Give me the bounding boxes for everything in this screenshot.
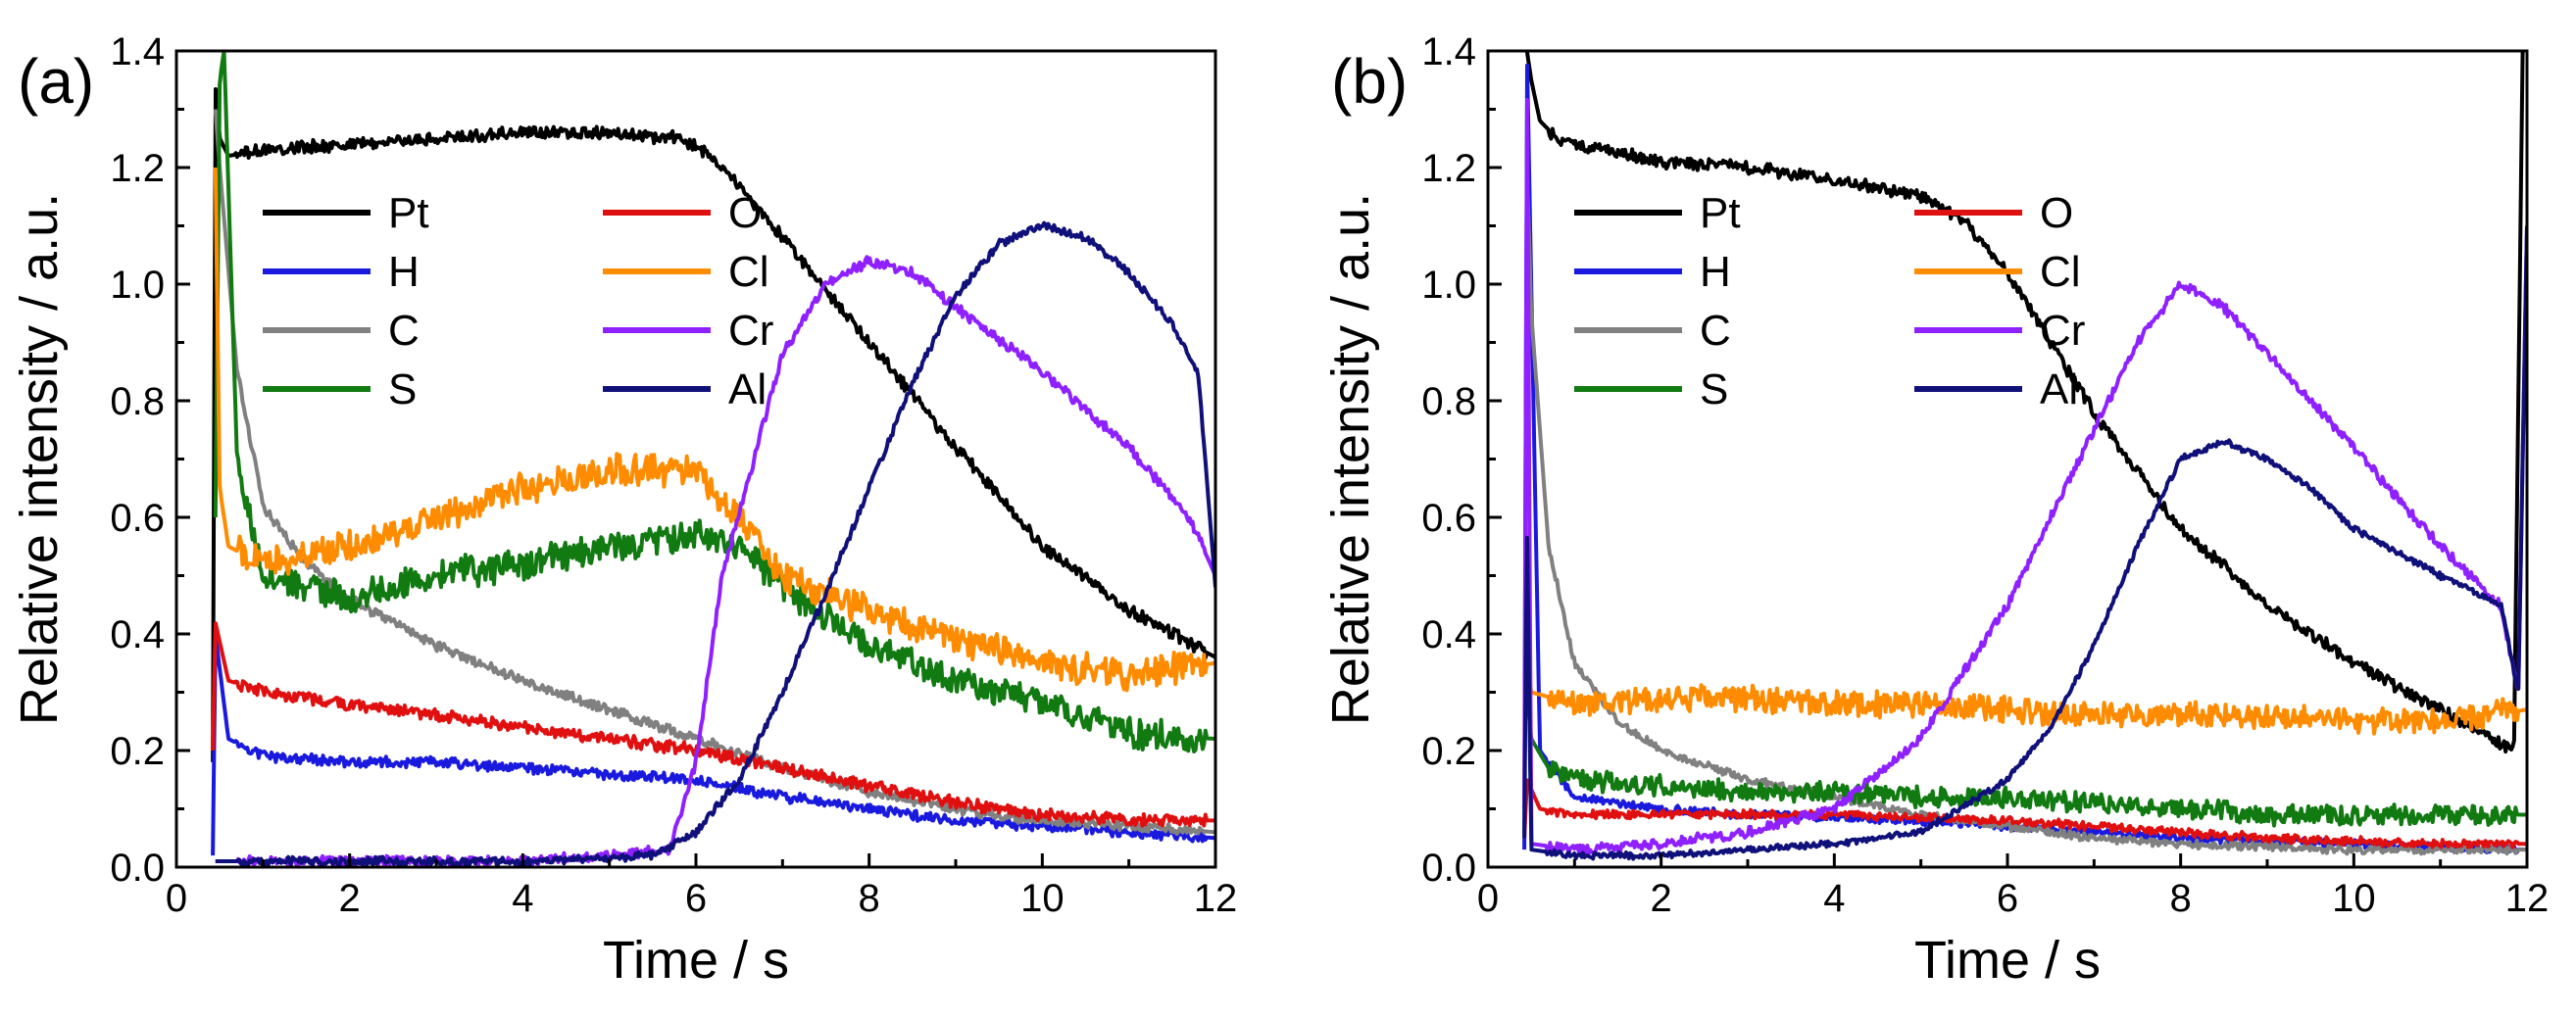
- legend-item-Al: Al: [1914, 365, 2078, 413]
- y-tick-label: 0.8: [1421, 380, 1476, 423]
- x-axis-title: Time / s: [603, 931, 789, 990]
- legend-label: H: [388, 248, 420, 296]
- legend-item-Pt: Pt: [263, 189, 429, 237]
- legend-label: H: [1700, 248, 1731, 296]
- y-axis-title: Relative intensity / a.u.: [10, 193, 69, 725]
- chart-panel-1: 0 2 4 6 8 10 12 0.0 0.2 0.4 0.6 0.8 1.0 1.2 1.4 Time / …: [1321, 30, 2549, 990]
- legend-item-Cl: Cl: [1914, 248, 2081, 296]
- series-group: [211, 51, 1215, 867]
- x-tick-label: 8: [2170, 877, 2192, 920]
- legend-item-O: O: [603, 189, 762, 237]
- y-tick-label: 1.2: [1421, 147, 1476, 190]
- x-tick-label: 2: [339, 877, 361, 920]
- panel-label: (b): [1331, 46, 1408, 117]
- legend-label: O: [728, 189, 762, 237]
- legend-label: Pt: [1700, 189, 1741, 237]
- y-tick-label: 1.2: [110, 147, 165, 190]
- series-line-Cl: [1524, 662, 2527, 736]
- legend-label: Cr: [2040, 307, 2085, 355]
- x-tick-label: 8: [859, 877, 880, 920]
- legend-label: C: [388, 307, 420, 355]
- series-line-Al: [1522, 225, 2527, 861]
- series-line-Pt: [1524, 51, 2525, 754]
- legend: Pt HCS O Cl Cr Al: [263, 189, 773, 413]
- x-tick-label: 4: [1823, 877, 1845, 920]
- legend-label: Cl: [728, 248, 769, 296]
- series-line-S: [213, 51, 1215, 753]
- series-line-Cl: [213, 167, 1215, 693]
- y-tick-label: 0.0: [1421, 847, 1476, 890]
- legend-item-S: S: [263, 365, 417, 413]
- y-tick-label: 0.8: [110, 380, 165, 423]
- series-line-H: [1522, 63, 2527, 854]
- x-tick-label: 0: [1477, 877, 1499, 920]
- y-tick-label: 0.6: [110, 497, 165, 540]
- panel-label: (a): [18, 46, 94, 117]
- series-line-Pt: [211, 87, 1215, 762]
- legend-item-Cr: Cr: [1914, 307, 2085, 355]
- legend-label: O: [2040, 189, 2073, 237]
- x-tick-label: 12: [2505, 877, 2550, 920]
- x-axis-title: Time / s: [1914, 931, 2101, 990]
- legend-item-Al: Al: [603, 365, 767, 413]
- x-tick-label: 10: [1020, 877, 1065, 920]
- y-tick-label: 1.0: [1421, 264, 1476, 307]
- legend-item-Pt: Pt: [1574, 189, 1741, 237]
- y-tick-label: 0.2: [110, 730, 165, 773]
- series-line-Cr: [1522, 97, 2527, 855]
- series-line-C: [213, 109, 1215, 836]
- y-tick-label: 0.4: [1421, 613, 1476, 656]
- y-tick-label: 0.2: [1421, 730, 1476, 773]
- y-tick-label: 0.0: [110, 847, 165, 890]
- legend-label: Cl: [2040, 248, 2081, 296]
- y-tick-label: 1.0: [110, 264, 165, 307]
- y-tick-label: 1.4: [1421, 30, 1476, 73]
- x-tick-label: 6: [685, 877, 707, 920]
- legend-label: C: [1700, 307, 1731, 355]
- legend-label: Al: [728, 365, 767, 413]
- y-tick-label: 0.4: [110, 613, 165, 656]
- x-tick-label: 6: [1997, 877, 2018, 920]
- legend-item-O: O: [1914, 189, 2073, 237]
- series-line-H: [211, 634, 1215, 856]
- legend-label: Pt: [388, 189, 429, 237]
- legend-item-C: C: [263, 307, 420, 355]
- legend-item-Cl: Cl: [603, 248, 769, 296]
- x-tick-label: 4: [512, 877, 533, 920]
- legend: Pt HCS O Cl Cr Al: [1574, 189, 2085, 413]
- y-axis-title: Relative intensity / a.u.: [1321, 193, 1380, 725]
- legend-item-S: S: [1574, 365, 1728, 413]
- legend-item-Cr: Cr: [603, 307, 773, 355]
- legend-item-H: H: [1574, 248, 1731, 296]
- legend-label: S: [388, 365, 417, 413]
- y-tick-label: 0.6: [1421, 497, 1476, 540]
- series-line-Al: [215, 220, 1215, 867]
- series-line-O: [1522, 778, 2527, 849]
- x-tick-label: 2: [1651, 877, 1672, 920]
- legend-item-C: C: [1574, 307, 1731, 355]
- series-line-C: [1524, 167, 2527, 856]
- series-line-O: [211, 621, 1215, 828]
- series-group: [1522, 51, 2527, 861]
- series-line-S: [1524, 692, 2527, 828]
- x-tick-label: 12: [1194, 877, 1238, 920]
- legend-item-H: H: [263, 248, 420, 296]
- legend-label: Al: [2040, 365, 2078, 413]
- chart-panel-0: 0 2 4 6 8 10 12 0.0 0.2 0.4 0.6 0.8 1.0 1.2 1.4 Time / …: [10, 30, 1237, 990]
- x-tick-label: 10: [2332, 877, 2376, 920]
- y-tick-label: 1.4: [110, 30, 165, 73]
- plot-frame: [1486, 49, 2529, 869]
- legend-label: Cr: [728, 307, 773, 355]
- x-tick-label: 0: [166, 877, 187, 920]
- legend-label: S: [1700, 365, 1728, 413]
